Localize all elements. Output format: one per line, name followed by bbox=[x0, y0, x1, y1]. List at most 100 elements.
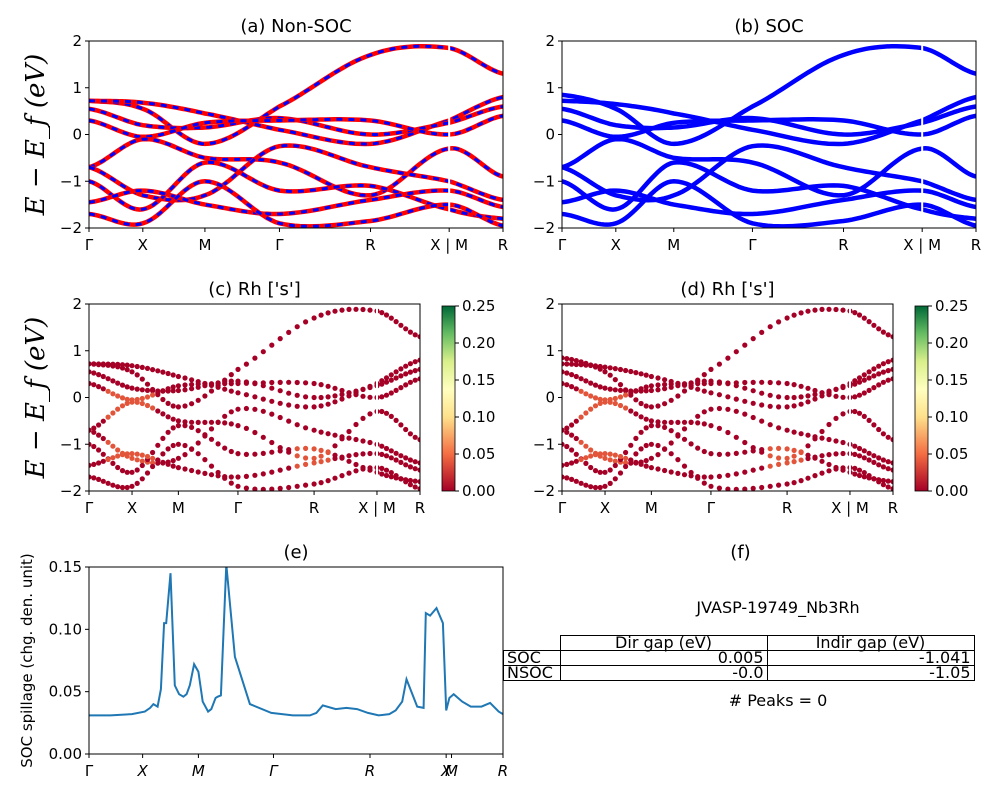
band-point bbox=[750, 448, 756, 454]
band-point bbox=[695, 445, 701, 451]
band-point bbox=[311, 315, 317, 321]
band-point bbox=[742, 342, 748, 348]
band-point bbox=[346, 458, 352, 464]
band-point bbox=[235, 423, 241, 429]
band-point bbox=[668, 428, 674, 434]
band-point bbox=[144, 365, 151, 371]
band-point bbox=[134, 372, 140, 378]
band-point bbox=[655, 387, 661, 393]
band-point bbox=[648, 455, 655, 461]
band-point bbox=[318, 312, 324, 318]
band-point bbox=[412, 377, 418, 383]
band-point bbox=[269, 449, 275, 455]
y-tick-label: 2 bbox=[72, 295, 82, 313]
band-point bbox=[633, 435, 639, 441]
band-point bbox=[89, 361, 92, 367]
band-point bbox=[189, 467, 195, 474]
band-point bbox=[286, 379, 292, 385]
band-point bbox=[564, 443, 570, 450]
band-point bbox=[623, 463, 629, 470]
band-point bbox=[597, 384, 603, 390]
band-point bbox=[716, 361, 723, 367]
band-point bbox=[668, 469, 674, 475]
band-point bbox=[668, 381, 674, 387]
band-point bbox=[252, 486, 258, 491]
band-point bbox=[294, 324, 300, 330]
band-point bbox=[388, 377, 394, 383]
band-point bbox=[202, 457, 208, 463]
band-point bbox=[318, 480, 324, 486]
band-point bbox=[303, 319, 309, 325]
colorbar-tick-label: 0.05 bbox=[935, 445, 968, 463]
band-point bbox=[638, 414, 644, 420]
band-point bbox=[742, 385, 748, 391]
band-point bbox=[805, 432, 811, 438]
band-point bbox=[688, 381, 694, 387]
band-point bbox=[643, 416, 649, 422]
band-point bbox=[124, 400, 130, 406]
band-point bbox=[866, 473, 872, 479]
band-point bbox=[861, 474, 867, 480]
band-point bbox=[695, 386, 701, 392]
band-point bbox=[119, 468, 126, 474]
band-point bbox=[124, 384, 130, 390]
band-point bbox=[648, 387, 655, 394]
band-point bbox=[195, 381, 201, 387]
band-point bbox=[252, 394, 258, 400]
band-point bbox=[139, 395, 145, 402]
band-point bbox=[383, 392, 390, 398]
band-point bbox=[791, 447, 797, 453]
band-point bbox=[383, 375, 390, 381]
band-point bbox=[861, 372, 867, 378]
band-point bbox=[339, 396, 345, 402]
band-point bbox=[260, 349, 266, 355]
band-point bbox=[222, 381, 228, 387]
band-point bbox=[805, 393, 811, 399]
band-point bbox=[277, 414, 283, 421]
band-point bbox=[215, 419, 221, 425]
band-point bbox=[871, 459, 877, 465]
band-point bbox=[750, 336, 756, 342]
band-point bbox=[388, 474, 394, 480]
band-point bbox=[155, 390, 161, 396]
band-point bbox=[222, 475, 228, 481]
band-point bbox=[269, 342, 275, 348]
band-point bbox=[569, 361, 575, 367]
band-point bbox=[648, 373, 655, 380]
band-point bbox=[767, 483, 773, 489]
band-point bbox=[170, 463, 176, 469]
band-point bbox=[252, 406, 258, 412]
band-point bbox=[208, 472, 215, 478]
band-point bbox=[100, 386, 106, 392]
band-point bbox=[294, 446, 300, 452]
band-point bbox=[150, 449, 156, 456]
band-point bbox=[648, 423, 655, 429]
colorbar-tick-label: 0.15 bbox=[462, 371, 495, 389]
band-point bbox=[885, 368, 891, 374]
band-point bbox=[353, 392, 359, 398]
band-point bbox=[876, 382, 882, 388]
band-point bbox=[155, 457, 161, 463]
band-point bbox=[573, 418, 579, 424]
band-point bbox=[597, 451, 603, 457]
band-point bbox=[379, 443, 385, 449]
x-tick-label: R bbox=[782, 499, 792, 517]
band-point bbox=[269, 411, 275, 417]
band-point bbox=[648, 383, 655, 389]
band-point bbox=[871, 453, 877, 459]
band-point bbox=[564, 461, 570, 467]
band-point bbox=[776, 445, 782, 451]
band-point bbox=[235, 474, 241, 480]
band-point bbox=[96, 447, 102, 453]
band-point bbox=[880, 457, 887, 463]
band-point bbox=[222, 420, 228, 426]
band-point bbox=[160, 451, 166, 457]
band-point bbox=[129, 483, 135, 489]
band-point bbox=[733, 450, 739, 456]
band-point bbox=[277, 388, 283, 394]
band-point bbox=[890, 467, 893, 473]
band-point bbox=[716, 425, 723, 431]
x-tick-label: X bbox=[611, 236, 621, 254]
band-point bbox=[885, 377, 891, 383]
band-point bbox=[228, 388, 234, 394]
